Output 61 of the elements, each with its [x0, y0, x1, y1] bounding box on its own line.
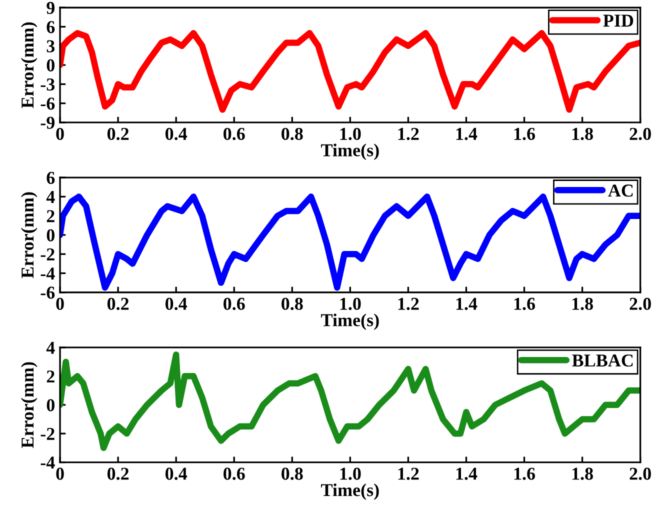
legend-label: BLBAC: [572, 354, 633, 367]
x-tick-label: 2.0: [630, 468, 651, 480]
y-tick-label: -4: [40, 268, 55, 280]
y-tick-label: 6: [46, 21, 55, 34]
x-tick-label: 1.8: [572, 468, 593, 480]
x-tick-label: 1.2: [398, 128, 419, 140]
y-tick-label: 4: [46, 342, 55, 354]
x-tick-label: 1.6: [514, 468, 536, 480]
y-tick-label: 0: [46, 399, 54, 412]
y-tick-label: 0: [46, 59, 54, 72]
x-tick-label: 0.6: [224, 468, 245, 480]
y-tick-label: -2: [40, 248, 54, 260]
x-tick-label: 0: [56, 468, 64, 480]
x-tick-label: 0.8: [282, 468, 303, 480]
x-tick-label: 0.8: [282, 128, 303, 140]
y-tick-label: 4: [46, 191, 55, 203]
x-tick-label: 1.4: [456, 298, 478, 310]
x-tick-label: 1.0: [340, 128, 361, 140]
x-tick-label: 1.8: [572, 128, 593, 140]
y-tick-label: 2: [46, 210, 54, 222]
x-axis-title: Time(s): [321, 314, 379, 330]
y-tick-label: 0: [46, 229, 54, 242]
y-tick-label: -3: [40, 78, 55, 91]
y-axis-title: Error(mm): [20, 22, 38, 108]
x-tick-label: 0.4: [165, 128, 188, 140]
x-tick-label: 0.2: [107, 298, 129, 310]
y-tick-label: 2: [46, 370, 54, 382]
x-tick-label: 1.6: [514, 298, 536, 310]
x-tick-label: 1.4: [456, 128, 478, 140]
x-tick-label: 0.8: [282, 298, 303, 310]
y-axis-title: Error(mm): [20, 362, 38, 448]
y-tick-label: -6: [40, 98, 55, 110]
x-tick-label: 1.6: [514, 128, 536, 140]
x-tick-label: 0.2: [107, 468, 129, 480]
y-tick-label: 9: [46, 2, 55, 14]
y-tick-label: -9: [40, 116, 55, 129]
x-tick-label: 0.6: [224, 298, 245, 310]
x-tick-label: 0.6: [224, 128, 245, 140]
x-tick-label: 0.4: [165, 298, 188, 310]
x-axis-title: Time(s): [321, 144, 379, 160]
y-tick-label: -4: [40, 456, 55, 469]
x-tick-label: 0: [56, 298, 64, 310]
x-tick-label: 1.8: [572, 298, 593, 310]
y-axis-title: Error(mm): [20, 192, 38, 278]
x-tick-label: 1.2: [398, 468, 419, 480]
x-tick-label: 0: [56, 128, 64, 140]
x-axis-title: Time(s): [321, 484, 379, 500]
x-tick-label: 0.4: [165, 468, 188, 480]
x-tick-label: 1.2: [398, 298, 419, 310]
x-tick-label: 0.2: [107, 128, 129, 140]
y-tick-label: 6: [46, 172, 55, 184]
legend-label: PID: [603, 14, 634, 27]
legend-label: AC: [608, 184, 633, 197]
y-tick-label: -2: [40, 428, 54, 440]
x-tick-label: 1.0: [340, 468, 361, 480]
y-tick-label: 3: [46, 40, 55, 52]
x-tick-label: 2.0: [630, 298, 651, 310]
x-tick-label: 1.0: [340, 298, 361, 310]
x-tick-label: 1.4: [456, 468, 478, 480]
y-tick-label: -6: [40, 286, 55, 299]
x-tick-label: 2.0: [630, 128, 651, 140]
